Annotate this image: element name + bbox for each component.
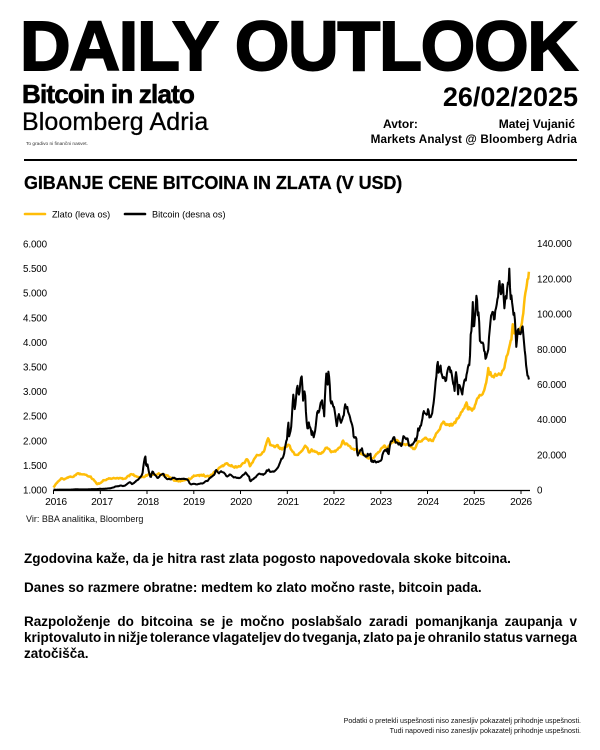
svg-text:2017: 2017 — [91, 497, 113, 508]
svg-text:2.000: 2.000 — [23, 436, 48, 447]
svg-text:140.000: 140.000 — [537, 239, 572, 250]
svg-text:2026: 2026 — [510, 497, 532, 508]
svg-text:2022: 2022 — [323, 497, 345, 508]
svg-text:80.000: 80.000 — [537, 345, 567, 356]
svg-text:5.500: 5.500 — [23, 264, 48, 275]
svg-text:100.000: 100.000 — [537, 310, 572, 321]
svg-text:Bitcoin (desna os): Bitcoin (desna os) — [152, 210, 226, 220]
svg-text:0: 0 — [537, 486, 543, 497]
svg-text:20.000: 20.000 — [537, 450, 567, 461]
svg-text:1.000: 1.000 — [23, 486, 48, 497]
svg-text:2.500: 2.500 — [23, 412, 48, 423]
svg-text:2023: 2023 — [370, 497, 392, 508]
svg-text:4.000: 4.000 — [23, 338, 48, 349]
svg-text:2024: 2024 — [417, 497, 439, 508]
svg-text:6.000: 6.000 — [23, 240, 48, 251]
svg-text:3.500: 3.500 — [23, 363, 48, 374]
svg-text:5.000: 5.000 — [23, 289, 48, 300]
svg-text:40.000: 40.000 — [537, 415, 567, 426]
svg-text:2018: 2018 — [137, 497, 159, 508]
svg-text:2016: 2016 — [45, 497, 67, 508]
svg-text:Zlato (leva os): Zlato (leva os) — [52, 210, 110, 220]
svg-text:2019: 2019 — [183, 497, 205, 508]
svg-text:3.000: 3.000 — [23, 387, 48, 398]
svg-text:60.000: 60.000 — [537, 380, 567, 391]
svg-text:120.000: 120.000 — [537, 274, 572, 285]
svg-text:4.500: 4.500 — [23, 313, 48, 324]
svg-text:1.500: 1.500 — [23, 461, 48, 472]
svg-text:2021: 2021 — [277, 497, 299, 508]
svg-text:2025: 2025 — [463, 497, 485, 508]
svg-text:2020: 2020 — [230, 497, 252, 508]
